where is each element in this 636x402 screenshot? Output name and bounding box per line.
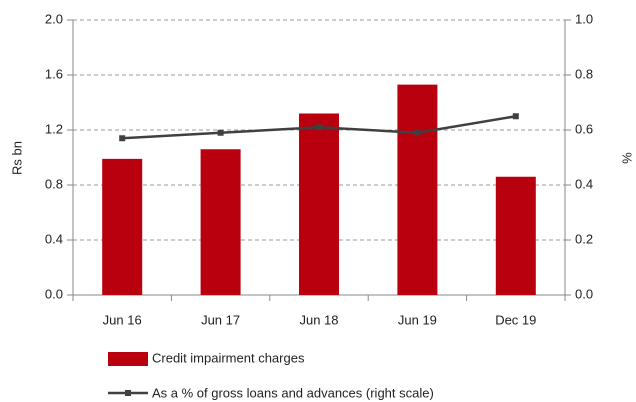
legend-marker [125,390,131,396]
y-tick-label: 0.8 [45,176,63,191]
bar [397,84,438,295]
x-tick-label: Jun 17 [201,312,240,327]
x-tick-label: Dec 19 [495,312,536,327]
y2-tick-label: 0.8 [575,66,593,81]
y2-tick-label: 0.2 [575,231,593,246]
y2-tick-label: 1.0 [575,11,593,26]
line-marker [316,124,322,131]
y2-tick-label: 0.6 [575,121,593,136]
y2-axis-label: % [620,152,635,164]
line-marker [414,129,421,136]
y-tick-label: 0.0 [45,286,63,301]
bar [200,149,241,295]
y-axis-label: Rs bn [9,141,24,175]
line-marker [119,135,126,142]
bar [495,176,536,295]
x-tick-label: Jun 19 [398,312,437,327]
y-tick-label: 1.2 [45,121,63,136]
legend-swatch [108,352,148,366]
y2-tick-label: 0.4 [575,176,593,191]
legend-label: Credit impairment charges [152,350,305,365]
y2-tick-label: 0.0 [575,286,593,301]
legend-label: As a % of gross loans and advances (righ… [152,385,434,400]
y-tick-label: 2.0 [45,11,63,26]
line-marker [512,113,519,120]
x-tick-label: Jun 18 [299,312,338,327]
y-tick-label: 1.6 [45,66,63,81]
line-marker [217,129,224,136]
bar [102,158,143,295]
y-tick-label: 0.4 [45,231,63,246]
x-tick-label: Jun 16 [103,312,142,327]
bar [299,113,339,295]
